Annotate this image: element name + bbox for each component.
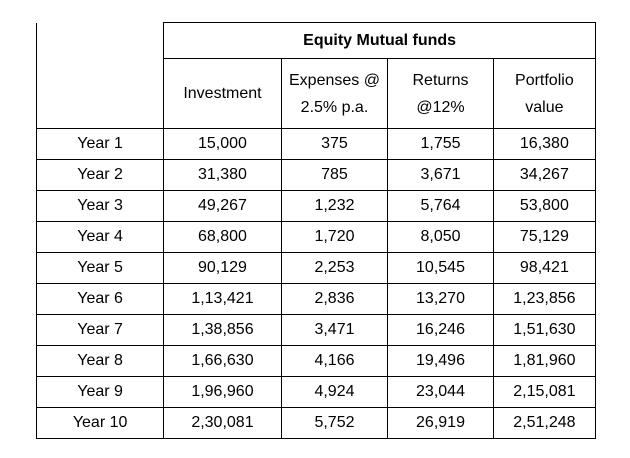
portfolio-cell: 34,267 [492,159,597,191]
portfolio-cell: 98,421 [492,252,597,284]
returns-cell: 10,545 [387,252,494,284]
group-header-row: Equity Mutual funds [35,22,596,129]
expenses-cell: 4,166 [280,345,389,377]
column-header-investment: Investment [163,58,282,129]
portfolio-cell: 2,51,248 [492,407,597,439]
investment-cell: 68,800 [163,221,282,253]
portfolio-cell: 16,380 [492,128,597,160]
year-cell: Year 2 [35,159,165,191]
table-row: Year 8 1,66,630 4,166 19,496 1,81,960 [35,345,597,377]
year-cell: Year 9 [35,376,165,408]
investment-cell: 49,267 [163,190,282,222]
portfolio-cell: 2,15,081 [492,376,597,408]
column-header-portfolio: Portfolio value [492,58,597,129]
returns-cell: 23,044 [387,376,494,408]
investment-cell: 2,30,081 [163,407,282,439]
portfolio-cell: 75,129 [492,221,597,253]
table-row: Year 2 31,380 785 3,671 34,267 [35,159,597,191]
expenses-cell: 5,752 [280,407,389,439]
expenses-cell: 3,471 [280,314,389,346]
table-row: Year 1 15,000 375 1,755 16,380 [35,128,597,160]
investment-cell: 15,000 [163,128,282,160]
portfolio-cell: 1,23,856 [492,283,597,315]
column-header-line1: Returns [412,71,469,89]
expenses-cell: 2,836 [280,283,389,315]
returns-cell: 13,270 [387,283,494,315]
year-cell: Year 3 [35,190,165,222]
year-cell: Year 6 [35,283,165,315]
investment-cell: 1,13,421 [163,283,282,315]
table-row: Year 4 68,800 1,720 8,050 75,129 [35,221,597,253]
returns-cell: 8,050 [387,221,494,253]
year-cell: Year 4 [35,221,165,253]
returns-cell: 26,919 [387,407,494,439]
column-header-expenses: Expenses @ 2.5% p.a. [280,58,389,129]
portfolio-cell: 1,81,960 [492,345,597,377]
group-header-title: Equity Mutual funds [163,22,596,59]
portfolio-cell: 1,51,630 [492,314,597,346]
column-header-line2: value [525,98,564,116]
expenses-cell: 2,253 [280,252,389,284]
returns-cell: 3,671 [387,159,494,191]
table-body: Year 1 15,000 375 1,755 16,380 Year 2 31… [35,128,597,439]
returns-cell: 16,246 [387,314,494,346]
column-header-line1: Investment [183,85,262,102]
table-row: Year 10 2,30,081 5,752 26,919 2,51,248 [35,407,597,439]
expenses-cell: 1,720 [280,221,389,253]
column-header-returns: Returns @12% [387,58,494,129]
expenses-cell: 4,924 [280,376,389,408]
expenses-cell: 785 [280,159,389,191]
portfolio-cell: 53,800 [492,190,597,222]
table-row: Year 5 90,129 2,253 10,545 98,421 [35,252,597,284]
year-cell: Year 10 [35,407,165,439]
expenses-cell: 1,232 [280,190,389,222]
year-cell: Year 5 [35,252,165,284]
year-cell: Year 8 [35,345,165,377]
column-header-line2: 2.5% p.a. [300,98,369,116]
returns-cell: 5,764 [387,190,494,222]
table-row: Year 6 1,13,421 2,836 13,270 1,23,856 [35,283,597,315]
corner-cell [35,22,165,129]
column-header-line1: Expenses @ [289,71,380,89]
investment-cell: 1,96,960 [163,376,282,408]
returns-cell: 19,496 [387,345,494,377]
investment-cell: 31,380 [163,159,282,191]
column-header-line1: Portfolio [515,71,574,89]
year-cell: Year 1 [35,128,165,160]
investment-cell: 1,38,856 [163,314,282,346]
investment-cell: 90,129 [163,252,282,284]
column-header-line2: @12% [416,98,465,116]
table-row: Year 3 49,267 1,232 5,764 53,800 [35,190,597,222]
expenses-cell: 375 [280,128,389,160]
returns-cell: 1,755 [387,128,494,160]
table-row: Year 9 1,96,960 4,924 23,044 2,15,081 [35,376,597,408]
investment-cell: 1,66,630 [163,345,282,377]
table-row: Year 7 1,38,856 3,471 16,246 1,51,630 [35,314,597,346]
year-cell: Year 7 [35,314,165,346]
equity-mutual-funds-table: Equity Mutual funds Investment Expenses … [35,22,597,439]
column-header-row: Investment Expenses @ 2.5% p.a. Returns … [37,58,597,129]
